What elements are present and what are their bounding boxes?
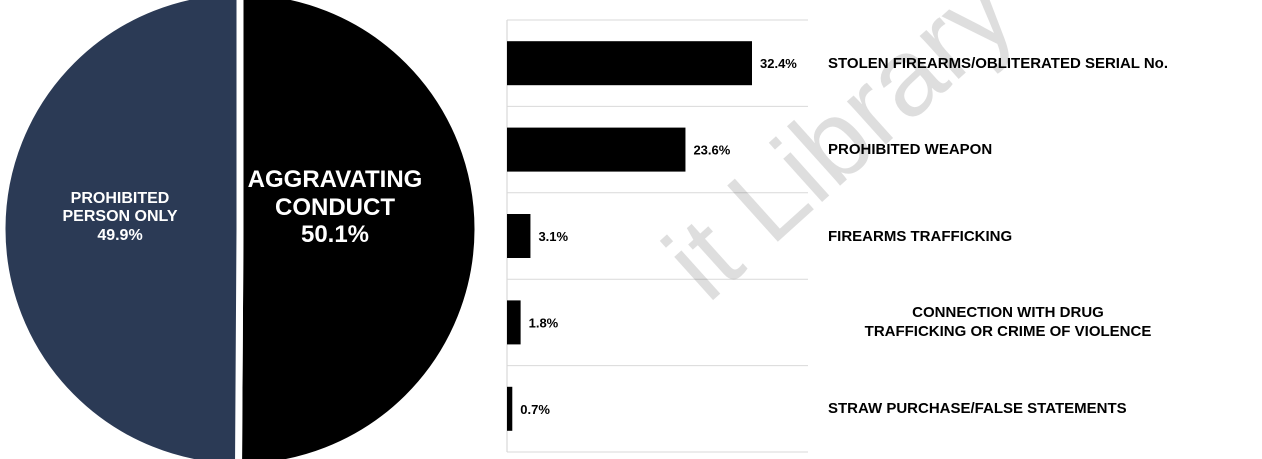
bar: [507, 386, 513, 431]
value-label: 3.1%: [538, 229, 568, 244]
pie-label: AGGRAVATING CONDUCT 50.1%: [225, 166, 445, 249]
pie-category: AGGRAVATING CONDUCT: [247, 166, 423, 221]
category-label: STOLEN FIREARMS/OBLITERATED SERIAL No.: [828, 54, 1169, 72]
pie-value-label: 50.1%: [300, 221, 370, 249]
bar: [507, 41, 752, 86]
value-label: 23.6%: [693, 143, 730, 158]
pie-value-label: 49.9%: [97, 226, 143, 244]
pie-slice: [235, 0, 482, 459]
pie-slice: [0, 0, 244, 459]
bar: [507, 300, 521, 345]
bar: [507, 127, 686, 172]
value-label: 32.4%: [760, 56, 797, 71]
category-label: CONNECTION WITH DRUG TRAFFICKING OR CRIM…: [864, 304, 1152, 341]
pie-category: PROHIBITED PERSON ONLY: [62, 190, 178, 226]
value-label: 0.7%: [520, 402, 550, 417]
category-label: PROHIBITED WEAPON: [828, 141, 993, 159]
category-label: FIREARMS TRAFFICKING: [828, 227, 1013, 245]
pie-label: PROHIBITED PERSON ONLY 49.9%: [55, 190, 185, 245]
category-label: STRAW PURCHASE/FALSE STATEMENTS: [828, 400, 1127, 418]
value-label: 1.8%: [529, 315, 559, 330]
bar: [507, 214, 531, 258]
